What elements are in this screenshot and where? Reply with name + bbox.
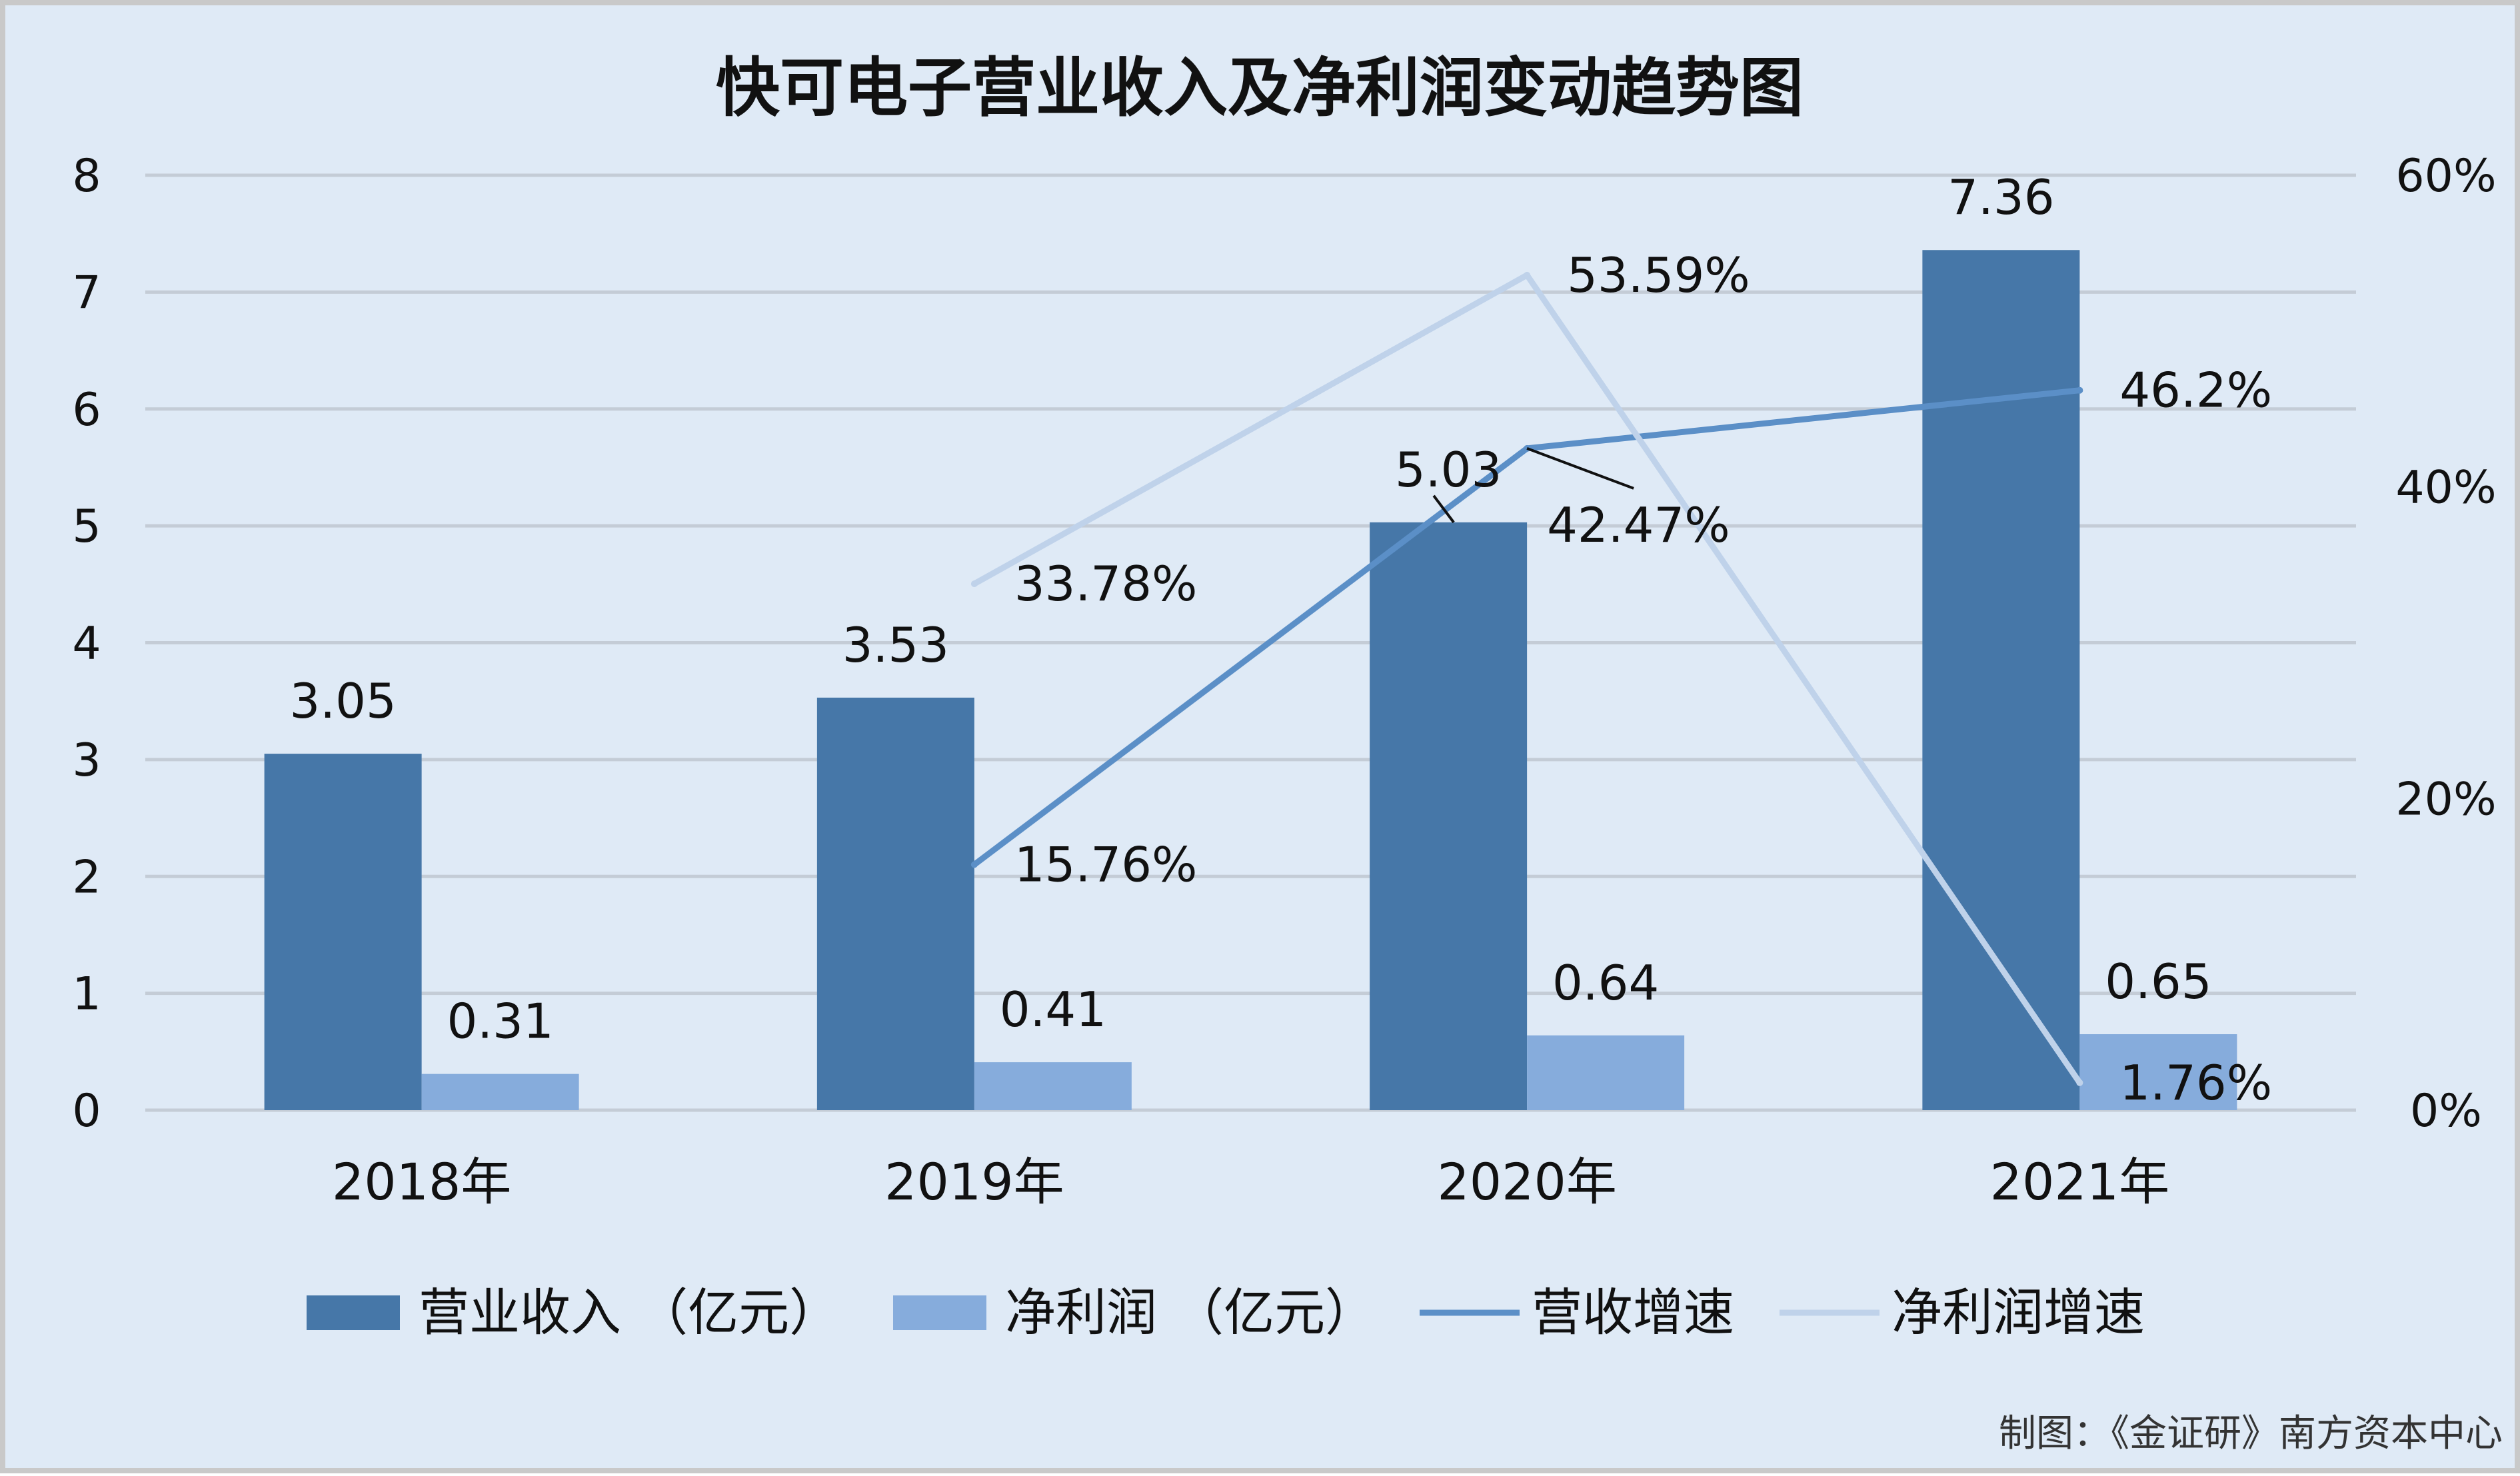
bar-value-label: 7.36 <box>1947 169 2054 225</box>
bar-value-label: 5.03 <box>1395 442 1502 498</box>
y-tick-label: 3 <box>72 734 101 787</box>
legend-label: 净利润 （亿元） <box>1005 1283 1376 1342</box>
gridlines <box>145 173 2356 1112</box>
line-value-label: 15.76% <box>1014 836 1198 892</box>
legend-label: 营收增速 <box>1532 1283 1734 1342</box>
bar-value-label: 3.05 <box>289 673 396 729</box>
y-tick-label: 6 <box>72 384 101 436</box>
y-tick-label: 5 <box>72 500 101 553</box>
line-value-label: 1.76% <box>2119 1055 2272 1111</box>
line-point <box>2076 386 2083 394</box>
bar <box>974 1062 1132 1110</box>
line-point <box>2076 1079 2083 1086</box>
y-tick-label: 0 <box>72 1085 101 1137</box>
x-tick-label: 2018年 <box>332 1152 511 1211</box>
legend-swatch <box>307 1295 400 1330</box>
bar <box>264 754 422 1110</box>
y-tick-label: 8 <box>72 150 101 203</box>
y-tick-label: 2 <box>72 851 101 904</box>
line-value-label: 46.2% <box>2119 363 2272 418</box>
axes: 0 1 2 3 4 5 6 7 8 0% 20% 40% 60% 2018年 2019年 2020年 2021年 <box>72 150 2496 1211</box>
chart-title: 快可电子营业收入及净利润变动趋势图 <box>716 51 1804 125</box>
bar <box>816 697 974 1110</box>
legend: 营业收入 （亿元） 净利润 （亿元） 营收增速 净利润增速 <box>307 1283 2145 1342</box>
bar <box>421 1074 579 1110</box>
x-tick-label: 2021年 <box>1990 1152 2169 1211</box>
leader-line <box>1432 494 1455 524</box>
y-tick-label: 4 <box>72 618 101 670</box>
line-value-label: 33.78% <box>1014 556 1198 612</box>
bar-value-label: 0.31 <box>447 994 553 1050</box>
leader-line <box>1526 447 1634 490</box>
y-tick-label: 1 <box>72 968 101 1021</box>
bar <box>1370 522 1528 1110</box>
y2-tick-label: 0% <box>2410 1085 2482 1137</box>
legend-label: 净利润增速 <box>1891 1283 2145 1342</box>
line-point <box>970 861 978 868</box>
bar-value-label: 3.53 <box>842 617 949 673</box>
line-value-label: 42.47% <box>1547 497 1730 553</box>
bar-value-label: 0.41 <box>1000 982 1106 1038</box>
line-point <box>1524 271 1531 279</box>
x-tick-label: 2019年 <box>884 1152 1064 1211</box>
bar-value-label: 0.64 <box>1552 955 1659 1011</box>
x-tick-label: 2020年 <box>1437 1152 1616 1211</box>
source-note: 制图：《金证研》南方资本中心 <box>1999 1412 2503 1455</box>
y2-tick-label: 60% <box>2395 150 2496 203</box>
y2-tick-label: 20% <box>2395 773 2496 826</box>
bar-value-label: 0.65 <box>2105 954 2211 1010</box>
line-value-label: 53.59% <box>1567 247 1750 303</box>
bar <box>1922 250 2080 1110</box>
bar <box>2079 1034 2237 1110</box>
bar <box>1527 1035 1685 1110</box>
legend-swatch <box>893 1295 986 1330</box>
line-point <box>970 580 978 588</box>
legend-label: 营业收入 （亿元） <box>419 1283 840 1342</box>
bars <box>264 250 2237 1110</box>
y2-tick-label: 40% <box>2395 462 2496 514</box>
y-tick-label: 7 <box>72 267 101 319</box>
data-labels: 3.05 3.53 5.03 7.36 0.31 0.41 0.64 0.65 15.76% 42… <box>289 169 2272 1111</box>
